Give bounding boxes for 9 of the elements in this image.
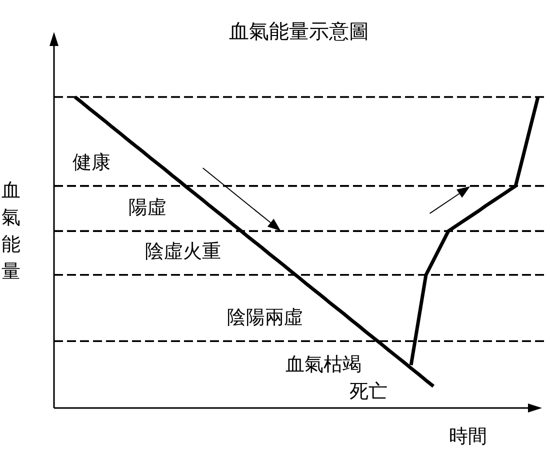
annotation: 死亡 bbox=[349, 380, 388, 403]
annotation: 陰陽兩虛 bbox=[227, 308, 304, 329]
annotation: 血氣枯竭 bbox=[285, 354, 362, 376]
annotation: 陰虛火重 bbox=[144, 241, 221, 262]
x-axis-title: 時間 bbox=[449, 426, 487, 448]
annotation: 陽虛 bbox=[128, 198, 167, 219]
chart-title: 血氣能量示意圖 bbox=[229, 21, 369, 43]
y-axis-title: 血氣能量 bbox=[2, 180, 20, 282]
annotation: 健康 bbox=[72, 151, 111, 174]
